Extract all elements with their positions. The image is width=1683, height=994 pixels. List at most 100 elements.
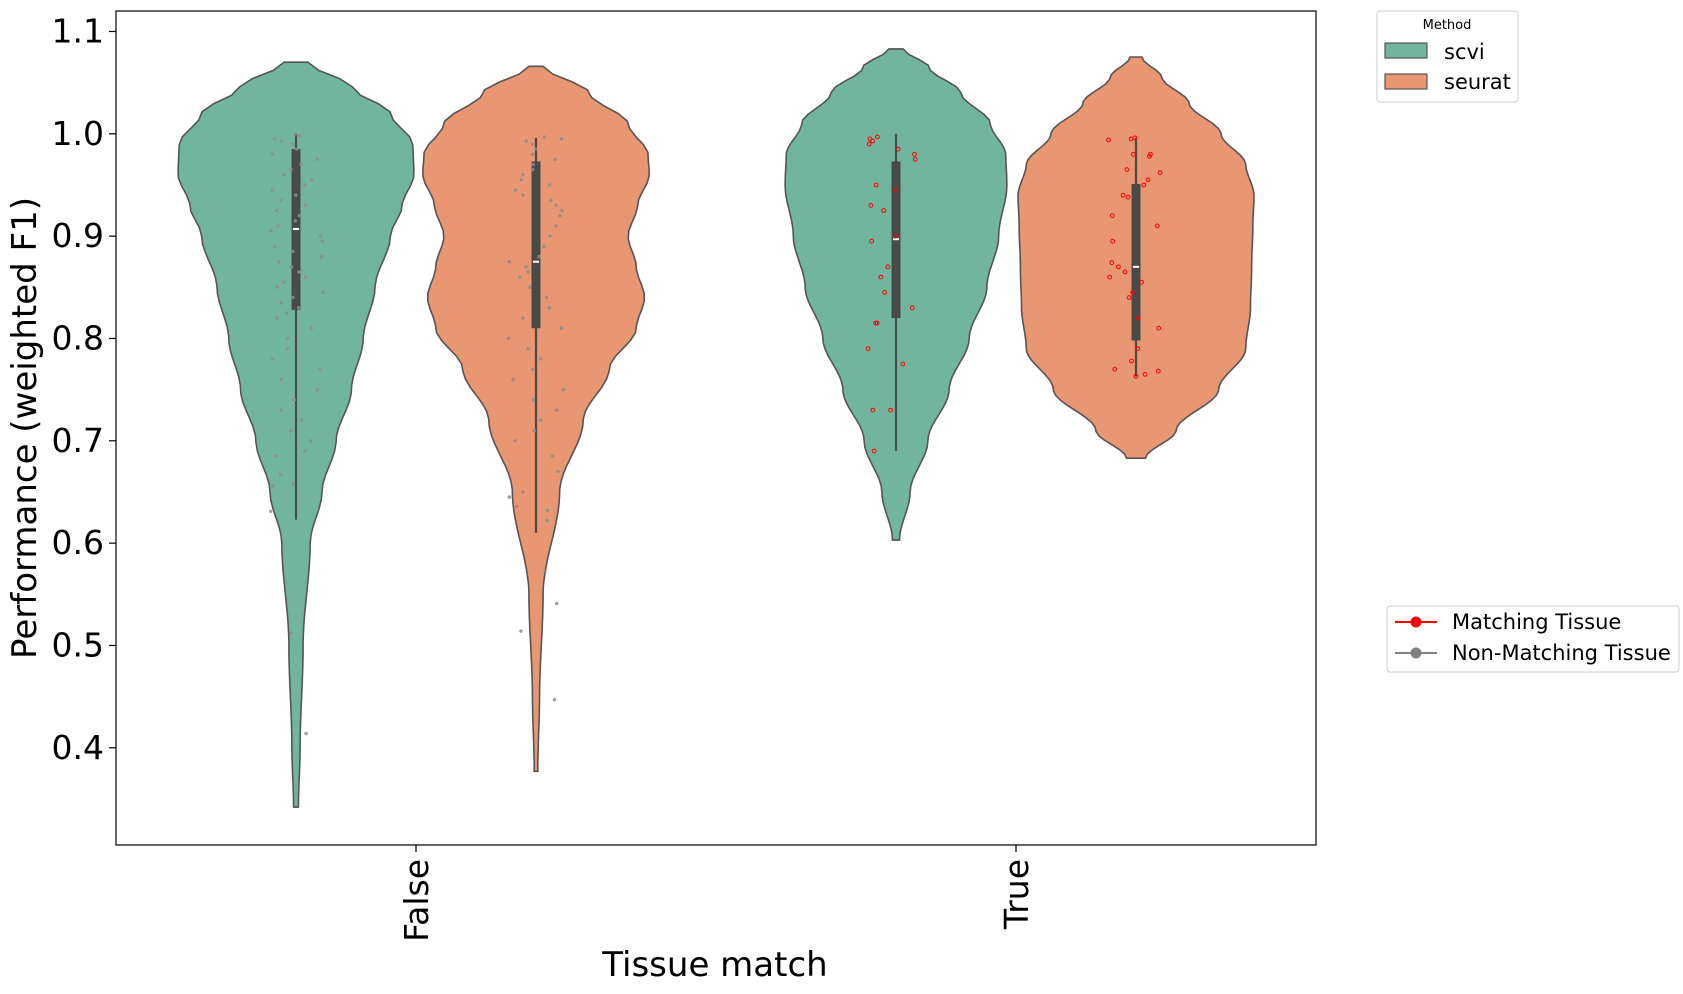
data-point-nonmatching [315,387,320,392]
data-point-matching [870,138,875,144]
data-point-matching [1145,177,1151,183]
data-point-matching [882,290,887,295]
data-point-nonmatching [270,152,275,156]
y-tick-label: 0.8 [52,318,104,357]
data-point-nonmatching [280,139,284,143]
x-axis-label: Tissue match [601,945,827,985]
data-point-nonmatching [554,203,558,208]
data-point-nonmatching [273,244,277,249]
data-point-nonmatching [310,178,314,182]
data-point-nonmatching [531,367,535,371]
data-point-nonmatching [547,183,552,187]
data-point-matching [1154,223,1160,229]
data-point-nonmatching [270,357,275,361]
legend-method-title: Method [1423,18,1472,33]
data-point-nonmatching [274,316,279,320]
data-point-nonmatching [273,454,278,458]
y-tick-label: 0.4 [52,728,104,767]
data-point-nonmatching [293,219,297,223]
data-point-nonmatching [543,570,547,574]
data-point-nonmatching [289,265,294,269]
data-point-nonmatching [299,162,303,167]
iqr-box-seurat-true [1131,183,1141,341]
data-point-nonmatching [320,239,324,243]
data-point-nonmatching [555,408,559,412]
violins-layer [177,48,1255,808]
data-point-nonmatching [292,398,297,402]
data-point-matching [1110,238,1115,244]
data-point-nonmatching [303,275,308,279]
data-point-matching [881,208,887,213]
data-point-nonmatching [539,418,543,422]
data-point-nonmatching [279,377,284,382]
data-point-matching [1133,373,1139,379]
data-point-nonmatching [296,306,301,310]
data-point-nonmatching [530,152,535,156]
data-point-nonmatching [526,347,530,351]
data-point-nonmatching [561,387,566,392]
data-point-nonmatching [555,601,559,606]
y-axis: 0.4 0.5 0.6 0.7 0.8 0.9 1.0 1.1 [52,11,116,767]
data-point-nonmatching [300,418,304,422]
data-point-matching [1142,371,1148,377]
data-point-matching [1116,264,1121,270]
data-point-matching [895,146,901,152]
data-point-nonmatching [294,193,298,197]
data-point-matching [885,264,891,270]
data-point-nonmatching [542,135,546,139]
data-point-nonmatching [549,198,553,202]
x-tick-label: True [997,859,1036,930]
data-point-nonmatching [271,484,275,488]
data-point-matching [1120,192,1126,198]
data-point-nonmatching [545,508,550,513]
data-point-matching [1125,194,1131,200]
data-point-matching [875,134,880,140]
data-point-nonmatching [286,336,290,341]
data-point-nonmatching [319,254,324,259]
data-point-nonmatching [560,208,564,213]
data-point-matching [1129,358,1134,364]
data-point-nonmatching [278,472,283,477]
plot-frame [115,10,1317,846]
data-point-nonmatching [276,224,280,228]
data-point-nonmatching [519,629,523,633]
data-point-nonmatching [548,234,552,238]
data-point-matching [1147,153,1152,159]
data-point-nonmatching [526,270,530,274]
data-point-matching [912,157,918,162]
data-point-nonmatching [519,178,523,182]
data-point-matching [1135,346,1140,352]
data-point-matching [893,187,899,193]
data-point-nonmatching [291,249,295,254]
y-tick-label: 0.9 [52,216,104,255]
y-tick-label: 0.7 [52,421,104,460]
data-point-nonmatching [276,260,281,264]
data-point-nonmatching [285,347,290,351]
data-point-nonmatching [542,244,546,249]
data-point-matching [1157,170,1163,176]
data-point-matching [1156,325,1162,331]
legend-marker-nonmatching [1410,647,1422,659]
data-point-matching [1130,290,1135,295]
data-point-matching [1109,213,1115,219]
data-point-nonmatching [539,357,543,361]
data-point-nonmatching [544,295,549,300]
data-point-nonmatching [275,208,279,213]
data-point-matching [1106,137,1111,143]
data-point-nonmatching [284,311,289,315]
data-point-matching [1126,295,1132,300]
y-tick-label: 1.1 [52,11,104,50]
data-point-nonmatching [545,518,549,523]
data-point-nonmatching [518,275,522,279]
data-point-matching [892,233,898,239]
data-point-nonmatching [303,203,308,208]
iqr-box-seurat-false [531,161,541,329]
data-point-nonmatching [309,326,313,330]
data-point-matching [1112,366,1118,372]
data-point-nonmatching [514,504,519,508]
data-point-nonmatching [507,260,511,264]
data-point-nonmatching [556,469,560,474]
data-point-nonmatching [291,142,295,146]
